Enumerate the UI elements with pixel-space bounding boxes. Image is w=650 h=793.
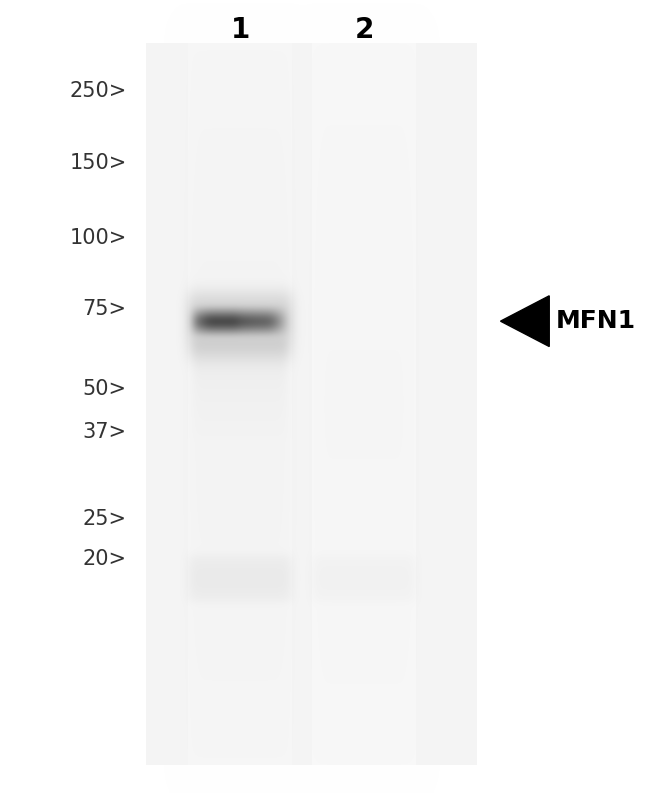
Polygon shape — [500, 296, 549, 347]
Text: 50>: 50> — [83, 378, 127, 399]
Text: 150>: 150> — [70, 152, 127, 173]
Text: 1: 1 — [231, 16, 250, 44]
Text: 2: 2 — [354, 16, 374, 44]
Text: 25>: 25> — [83, 509, 127, 530]
Text: 250>: 250> — [70, 81, 127, 102]
Text: 100>: 100> — [70, 228, 127, 248]
Text: 37>: 37> — [83, 422, 127, 442]
Text: 75>: 75> — [83, 299, 127, 320]
Text: MFN1: MFN1 — [556, 309, 636, 333]
Text: 20>: 20> — [83, 549, 127, 569]
